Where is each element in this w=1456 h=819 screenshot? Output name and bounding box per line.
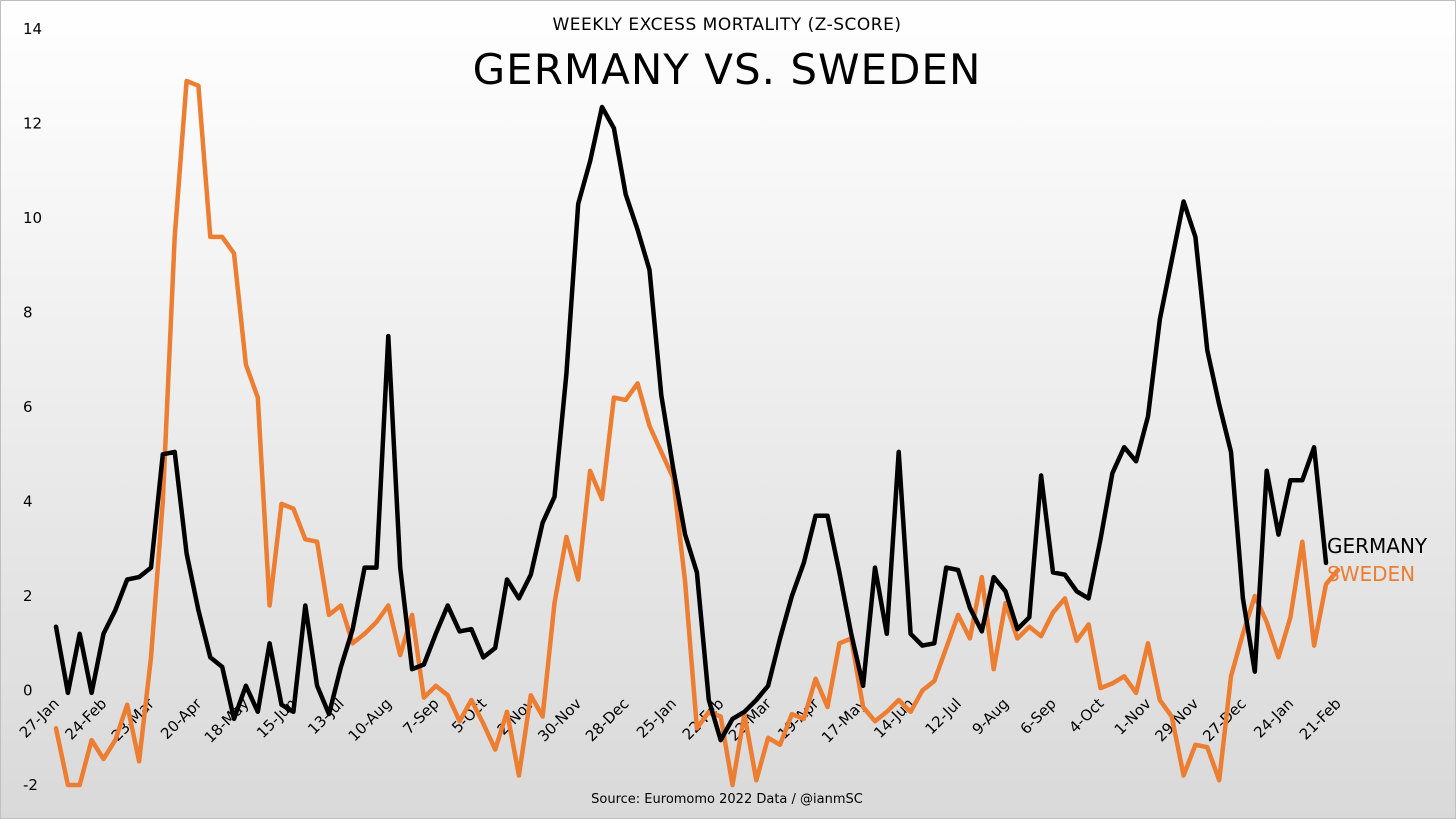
x-tick-label: 12-Jul [921, 695, 964, 738]
y-tick-label: 0 [23, 682, 33, 700]
series-layer [53, 78, 1341, 788]
x-tick-label: 20-Apr [157, 694, 206, 743]
x-tick-label: 4-Oct [1065, 695, 1107, 737]
chart-source: Source: Euromomo 2022 Data / @ianmSC [591, 792, 863, 807]
y-axis: -2 0 2 4 6 8 10 12 14 [23, 20, 42, 794]
x-tick-label: 24-Jan [1250, 695, 1297, 742]
series-label-germany: GERMANY [1327, 534, 1428, 558]
x-tick-label: 7-Sep [399, 695, 442, 738]
series-line-germany [53, 104, 1329, 743]
x-tick-label: 6-Sep [1017, 695, 1060, 738]
series-label-sweden: SWEDEN [1327, 562, 1415, 586]
chart-subtitle: WEEKLY EXCESS MORTALITY (Z-SCORE) [552, 15, 901, 35]
series-labels: GERMANY SWEDEN [1327, 534, 1428, 586]
y-tick-label: 6 [23, 398, 33, 416]
x-tick-label: 28-Dec [582, 695, 633, 746]
y-tick-label: 10 [23, 209, 42, 227]
y-tick-label: 12 [23, 115, 42, 133]
y-tick-label: -2 [23, 776, 38, 794]
chart-title: GERMANY VS. SWEDEN [473, 45, 982, 94]
x-tick-label: 18-May [201, 695, 253, 747]
y-tick-label: 14 [23, 20, 42, 38]
x-tick-label: 9-Aug [969, 695, 1013, 739]
x-tick-label: 24-Feb [61, 695, 110, 744]
y-tick-label: 8 [23, 304, 33, 322]
x-tick-label: 21-Feb [1296, 695, 1345, 744]
y-tick-label: 4 [23, 493, 33, 511]
y-tick-label: 2 [23, 587, 33, 605]
series-line-sweden [53, 78, 1341, 788]
x-tick-label: 25-Jan [633, 695, 680, 742]
x-tick-label: 10-Aug [345, 695, 396, 746]
x-tick-label: 1-Nov [1111, 695, 1155, 739]
